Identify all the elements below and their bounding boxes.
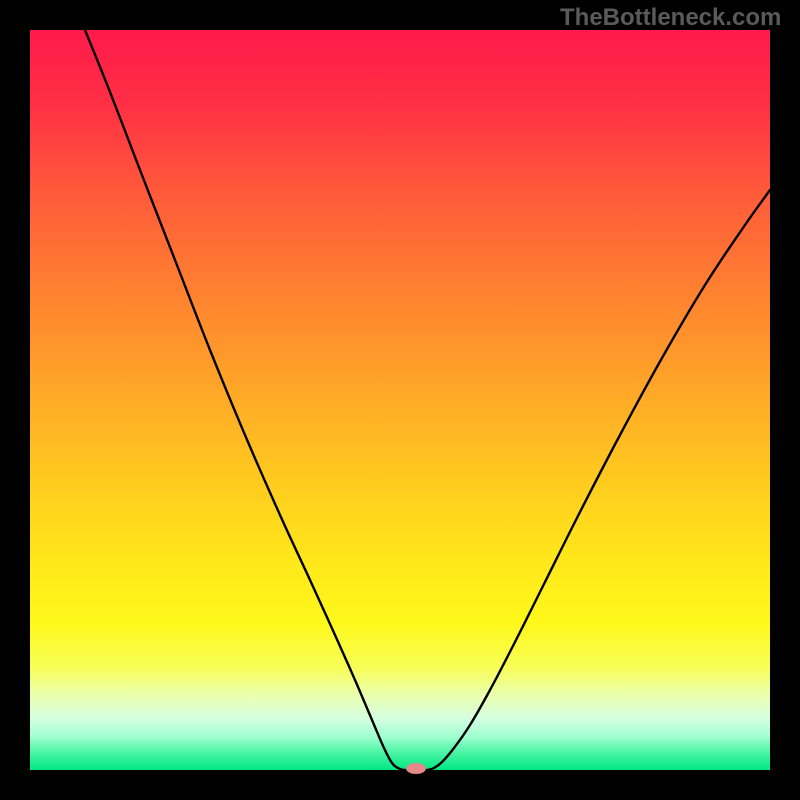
watermark-text: TheBottleneck.com	[560, 4, 781, 32]
bottleneck-chart	[0, 0, 800, 800]
optimal-marker	[406, 763, 426, 774]
plot-area	[30, 30, 770, 770]
